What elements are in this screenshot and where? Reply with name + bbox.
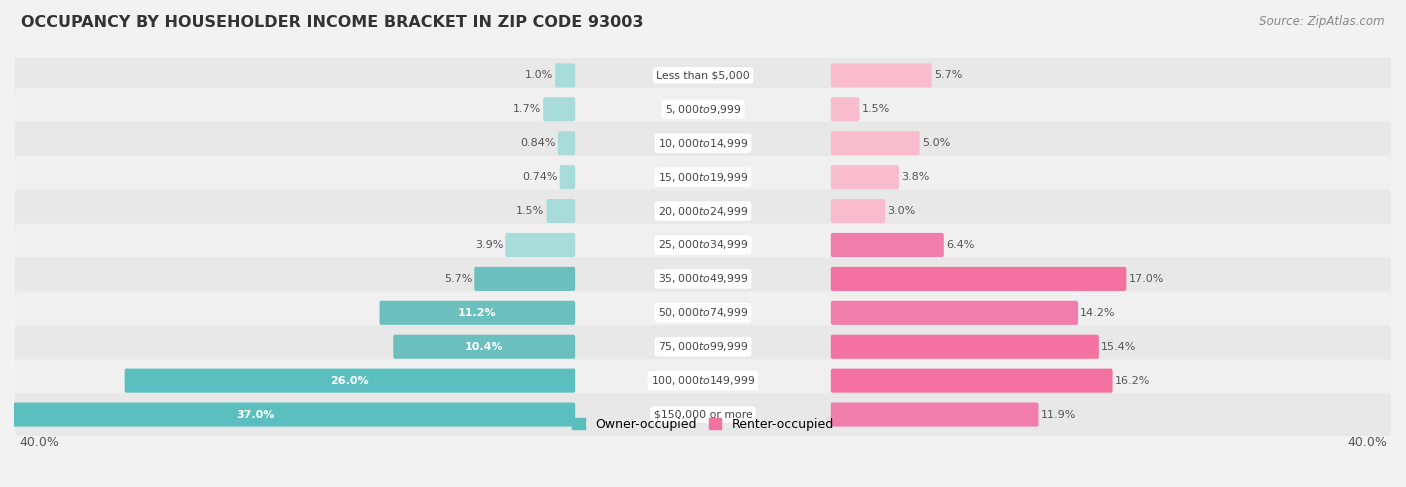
FancyBboxPatch shape bbox=[831, 97, 859, 121]
Text: 5.7%: 5.7% bbox=[444, 274, 472, 284]
FancyBboxPatch shape bbox=[831, 301, 1078, 325]
Text: 14.2%: 14.2% bbox=[1080, 308, 1116, 318]
Text: 5.0%: 5.0% bbox=[922, 138, 950, 148]
FancyBboxPatch shape bbox=[125, 369, 575, 393]
Text: 15.4%: 15.4% bbox=[1101, 342, 1136, 352]
FancyBboxPatch shape bbox=[831, 131, 920, 155]
Text: 3.9%: 3.9% bbox=[475, 240, 503, 250]
FancyBboxPatch shape bbox=[0, 403, 575, 427]
FancyBboxPatch shape bbox=[505, 233, 575, 257]
FancyBboxPatch shape bbox=[560, 165, 575, 189]
Text: $5,000 to $9,999: $5,000 to $9,999 bbox=[665, 103, 741, 116]
FancyBboxPatch shape bbox=[558, 131, 575, 155]
Text: $35,000 to $49,999: $35,000 to $49,999 bbox=[658, 272, 748, 285]
Text: 0.74%: 0.74% bbox=[522, 172, 558, 182]
Text: 0.84%: 0.84% bbox=[520, 138, 555, 148]
Text: $20,000 to $24,999: $20,000 to $24,999 bbox=[658, 205, 748, 218]
Text: $10,000 to $14,999: $10,000 to $14,999 bbox=[658, 137, 748, 150]
FancyBboxPatch shape bbox=[474, 267, 575, 291]
FancyBboxPatch shape bbox=[15, 88, 1391, 131]
Text: OCCUPANCY BY HOUSEHOLDER INCOME BRACKET IN ZIP CODE 93003: OCCUPANCY BY HOUSEHOLDER INCOME BRACKET … bbox=[21, 15, 644, 30]
FancyBboxPatch shape bbox=[15, 54, 1391, 97]
Text: 1.7%: 1.7% bbox=[513, 104, 541, 114]
Text: 11.2%: 11.2% bbox=[458, 308, 496, 318]
Text: $25,000 to $34,999: $25,000 to $34,999 bbox=[658, 239, 748, 251]
Text: 26.0%: 26.0% bbox=[330, 375, 370, 386]
FancyBboxPatch shape bbox=[831, 199, 886, 223]
FancyBboxPatch shape bbox=[15, 359, 1391, 402]
FancyBboxPatch shape bbox=[15, 156, 1391, 199]
Text: $100,000 to $149,999: $100,000 to $149,999 bbox=[651, 374, 755, 387]
Text: 40.0%: 40.0% bbox=[20, 435, 59, 449]
Text: 5.7%: 5.7% bbox=[934, 71, 962, 80]
FancyBboxPatch shape bbox=[394, 335, 575, 359]
FancyBboxPatch shape bbox=[831, 369, 1112, 393]
FancyBboxPatch shape bbox=[543, 97, 575, 121]
Text: 1.5%: 1.5% bbox=[862, 104, 890, 114]
FancyBboxPatch shape bbox=[831, 165, 898, 189]
Text: $150,000 or more: $150,000 or more bbox=[654, 410, 752, 420]
Text: 16.2%: 16.2% bbox=[1115, 375, 1150, 386]
FancyBboxPatch shape bbox=[15, 258, 1391, 300]
FancyBboxPatch shape bbox=[15, 190, 1391, 232]
Text: 1.0%: 1.0% bbox=[524, 71, 553, 80]
FancyBboxPatch shape bbox=[15, 224, 1391, 266]
FancyBboxPatch shape bbox=[831, 403, 1039, 427]
FancyBboxPatch shape bbox=[831, 335, 1099, 359]
Text: $15,000 to $19,999: $15,000 to $19,999 bbox=[658, 170, 748, 184]
Text: 10.4%: 10.4% bbox=[465, 342, 503, 352]
Text: 40.0%: 40.0% bbox=[1347, 435, 1386, 449]
Text: Less than $5,000: Less than $5,000 bbox=[657, 71, 749, 80]
FancyBboxPatch shape bbox=[15, 122, 1391, 165]
Text: 1.5%: 1.5% bbox=[516, 206, 544, 216]
FancyBboxPatch shape bbox=[831, 267, 1126, 291]
FancyBboxPatch shape bbox=[15, 393, 1391, 436]
Legend: Owner-occupied, Renter-occupied: Owner-occupied, Renter-occupied bbox=[568, 413, 838, 436]
Text: 11.9%: 11.9% bbox=[1040, 410, 1076, 420]
FancyBboxPatch shape bbox=[831, 63, 932, 88]
Text: 37.0%: 37.0% bbox=[236, 410, 274, 420]
Text: Source: ZipAtlas.com: Source: ZipAtlas.com bbox=[1260, 15, 1385, 28]
FancyBboxPatch shape bbox=[831, 233, 943, 257]
Text: 6.4%: 6.4% bbox=[946, 240, 974, 250]
FancyBboxPatch shape bbox=[555, 63, 575, 88]
Text: $50,000 to $74,999: $50,000 to $74,999 bbox=[658, 306, 748, 319]
Text: $75,000 to $99,999: $75,000 to $99,999 bbox=[658, 340, 748, 353]
Text: 17.0%: 17.0% bbox=[1129, 274, 1164, 284]
FancyBboxPatch shape bbox=[15, 325, 1391, 368]
FancyBboxPatch shape bbox=[547, 199, 575, 223]
FancyBboxPatch shape bbox=[380, 301, 575, 325]
Text: 3.8%: 3.8% bbox=[901, 172, 929, 182]
FancyBboxPatch shape bbox=[15, 291, 1391, 334]
Text: 3.0%: 3.0% bbox=[887, 206, 915, 216]
